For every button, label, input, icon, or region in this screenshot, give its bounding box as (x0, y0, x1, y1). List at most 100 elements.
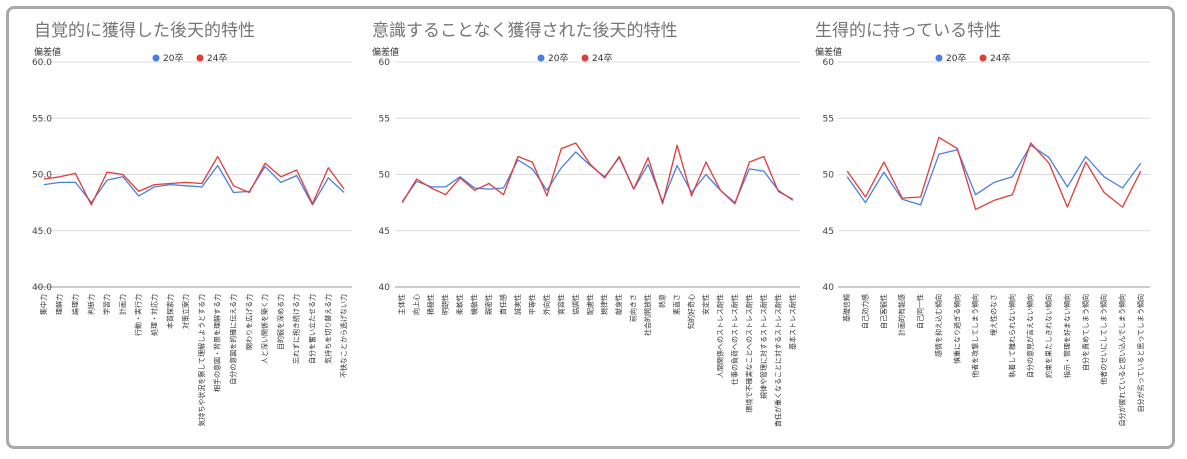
legend-marker (935, 54, 943, 62)
x-tick-label: 前向きさ (629, 294, 638, 322)
x-tick-label: 知的好奇心 (687, 294, 696, 329)
x-tick-label: 計画的有能感 (897, 294, 906, 336)
x-tick-label: 気持ちや状況を察して理解しようとする力 (197, 294, 206, 427)
y-tick-label: 60 (823, 58, 835, 68)
series-line-24 (43, 155, 345, 206)
legend-item: 24卒 (581, 52, 612, 64)
legend-item: 20卒 (537, 52, 568, 64)
x-tick-label: 埋え性のなさ (989, 294, 998, 336)
x-tick-label: 規律や管理に対するストレス耐性 (759, 294, 768, 399)
x-tick-label: 自分が劣っていると思ってしまう傾向 (1136, 294, 1145, 412)
x-tick-label: 自分を奮い立たせる力 (308, 294, 317, 364)
x-tick-label: 外向性 (542, 294, 551, 315)
legend-label: 20卒 (946, 52, 966, 64)
legend-item: 20卒 (935, 52, 966, 64)
legend-label: 24卒 (207, 52, 227, 64)
x-tick-label: 対策立案力 (181, 294, 190, 329)
legend-item: 24卒 (979, 52, 1010, 64)
x-tick-label: 人と深い関係を築く力 (260, 294, 269, 364)
chart-title: 生得的に持っている特性 (815, 21, 1001, 41)
chart-panel-3: 生得的に持っている特性偏差値4045505560 20卒 24卒基礎信頼 自己効力感自… (815, 21, 1150, 426)
x-tick-label: 熱意 (658, 294, 667, 308)
legend-item: 24卒 (196, 52, 227, 64)
legend-marker (196, 54, 204, 62)
series-line-24 (401, 142, 794, 205)
x-tick-label: 人間関係へのストレス耐性 (715, 294, 724, 378)
x-tick-label: 処理・対応力 (150, 294, 159, 336)
legend-marker (581, 54, 589, 62)
chart-title: 自覚的に獲得した後天的特性 (34, 21, 255, 41)
x-tick-label: 平等性 (527, 294, 536, 315)
y-tick-label: 45 (823, 227, 834, 237)
x-tick-label: 不快なことから逃げない力 (339, 294, 348, 378)
x-tick-label: 責任感 (498, 294, 507, 315)
x-tick-label: 他者のせいにしてしまう傾向 (1099, 294, 1108, 385)
x-tick-label: 他者を攻撃してしまう傾向 (971, 294, 980, 378)
x-tick-label: 機敏性 (470, 294, 479, 315)
legend-label: 20卒 (548, 52, 568, 64)
x-tick-label: 積極性 (426, 294, 435, 315)
x-tick-label: 論理力 (71, 294, 80, 315)
x-tick-label: 慎重になり過ぎる傾向 (952, 294, 961, 364)
legend-item: 20卒 (152, 52, 183, 64)
y-tick-label: 45 (379, 227, 390, 237)
x-tick-label: 向上心 (412, 294, 421, 315)
y-tick-label: 40.0 (32, 283, 52, 293)
x-tick-label: 学習力 (102, 294, 111, 315)
y-tick-label: 55 (823, 114, 834, 124)
x-tick-label: 主体性 (397, 294, 406, 315)
y-tick-label: 40 (379, 283, 391, 293)
x-tick-label: 基礎信頼 (842, 294, 851, 322)
y-axis-label: 偏差値 (815, 46, 842, 58)
chart-frame (6, 6, 1175, 449)
x-tick-label: 協調性 (571, 294, 580, 315)
series-line-24 (846, 136, 1142, 211)
x-tick-label: 自分が疲れていると思い込んでしまう傾向 (1117, 294, 1126, 426)
series-line-20 (846, 144, 1142, 206)
x-tick-label: 気持ちを切り替える力 (323, 294, 332, 364)
y-tick-label: 55 (379, 114, 390, 124)
x-tick-label: 相手の意図・背景を理解する力 (213, 294, 222, 392)
x-tick-label: 自己効力感 (861, 294, 870, 329)
x-tick-label: 自分の意図を的確に伝える力 (229, 294, 238, 385)
x-tick-label: 基本ストレス耐性 (788, 294, 797, 350)
series-line-20 (401, 151, 794, 204)
x-tick-label: 社会的開放性 (643, 294, 652, 336)
y-tick-label: 45.0 (32, 227, 52, 237)
x-tick-label: 集中力 (39, 294, 48, 315)
x-tick-label: 忘れずに抱き続ける力 (292, 294, 301, 364)
y-tick-label: 60 (379, 58, 391, 68)
x-tick-label: 自己同一性 (916, 294, 925, 329)
x-tick-label: 行動・実行力 (134, 294, 143, 336)
x-tick-label: 自分の意見が言えない傾向 (1026, 294, 1035, 378)
y-axis-label: 偏差値 (372, 46, 399, 58)
y-tick-label: 50 (823, 171, 835, 181)
x-tick-label: 責任が重くなることに対するストレス耐性 (773, 294, 782, 427)
legend-label: 20卒 (163, 52, 183, 64)
x-tick-label: 規律性 (600, 294, 609, 315)
x-tick-label: 素直さ (672, 294, 681, 315)
legend-label: 24卒 (592, 52, 612, 64)
x-tick-label: 計画力 (118, 294, 127, 315)
x-tick-label: 自己客観性 (879, 294, 888, 329)
y-tick-label: 55.0 (32, 114, 52, 124)
legend-marker (979, 54, 987, 62)
y-tick-label: 40 (823, 283, 835, 293)
x-tick-label: 環境で不確実なことへのストレス耐性 (744, 294, 753, 413)
y-axis-label: 偏差値 (34, 46, 61, 58)
y-tick-label: 60.0 (32, 58, 52, 68)
x-tick-label: 感情を抑え込む傾向 (934, 294, 943, 357)
x-tick-label: 指示・管理を好まない傾向 (1062, 294, 1071, 378)
x-tick-label: 配慮性 (585, 294, 594, 315)
x-tick-label: 本質探索力 (165, 294, 174, 329)
x-tick-label: 執着して離れられない傾向 (1007, 294, 1016, 378)
x-tick-label: 判断力 (86, 294, 95, 315)
x-tick-label: 目的観を深める力 (276, 294, 285, 350)
x-tick-label: 理解力 (55, 294, 64, 315)
y-tick-label: 50 (379, 171, 391, 181)
legend-marker (152, 54, 160, 62)
x-tick-label: 仕事の負荷へのストレス耐性 (730, 294, 739, 385)
x-tick-label: 誠実性 (513, 294, 522, 315)
